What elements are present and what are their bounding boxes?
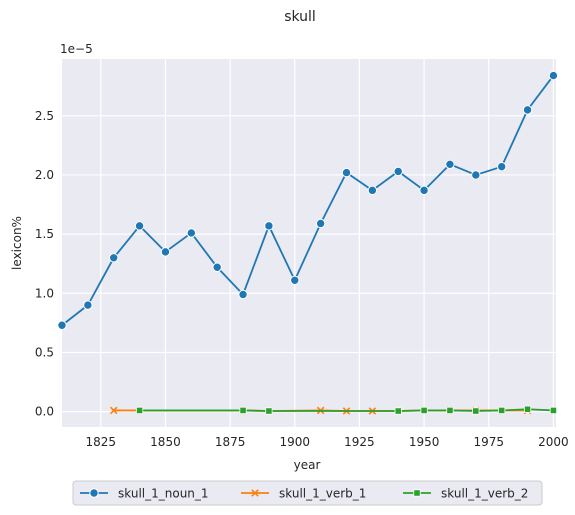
x-tick-label: 1900: [280, 435, 311, 449]
data-point: [290, 275, 300, 285]
data-point: [57, 320, 67, 330]
data-point: [238, 289, 248, 300]
y-tick-label: 0.0: [35, 405, 54, 419]
legend-label: skull_1_verb_1: [279, 487, 366, 501]
data-point: [394, 407, 402, 415]
chart-title: skull: [284, 9, 316, 25]
data-point: [393, 166, 403, 177]
data-point: [549, 406, 558, 415]
data-point: [472, 407, 480, 415]
series-layer: [57, 70, 559, 415]
data-point: [109, 406, 118, 415]
y-tick-label: 2.0: [35, 168, 54, 182]
x-axis-ticks: 1825 1850 1875 1900 1925 1950 1975 2000: [86, 435, 569, 449]
data-point: [445, 159, 455, 170]
data-point: [341, 167, 352, 178]
data-point: [315, 218, 326, 229]
data-point: [239, 406, 247, 415]
data-point: [134, 221, 145, 231]
y-tick-label: 0.5: [35, 345, 54, 359]
data-point: [446, 406, 454, 415]
data-point: [264, 221, 274, 231]
y-axis-ticks: 0.0 0.5 1.0 1.5 2.0 2.5: [35, 109, 54, 419]
x-tick-label: 1975: [473, 435, 504, 449]
x-tick-label: 1825: [86, 435, 117, 449]
y-axis-label: lexicon%: [10, 216, 24, 270]
x-tick-label: 1875: [215, 435, 246, 449]
legend-item: skull_1_verb_2: [403, 487, 528, 501]
data-point: [212, 262, 222, 272]
legend: skull_1_noun_1 skull_1_verb_1 skull_1_verb…: [72, 480, 543, 506]
legend-marker: [251, 489, 259, 497]
data-point: [109, 253, 119, 263]
series-line: [139, 408, 554, 412]
x-tick-label: 1925: [344, 435, 375, 449]
x-axis-label: year: [294, 458, 321, 472]
data-point: [419, 185, 429, 196]
legend-label: skull_1_noun_1: [118, 487, 209, 501]
legend-marker: [413, 489, 421, 497]
plot-area: [62, 59, 556, 427]
y-offset-label: 1e−5: [60, 42, 93, 56]
data-point: [548, 70, 559, 81]
y-tick-label: 1.5: [35, 227, 54, 241]
legend-item: skull_1_verb_1: [241, 487, 366, 501]
data-point: [498, 406, 506, 415]
data-point: [160, 247, 171, 257]
data-point: [135, 406, 144, 415]
legend-box: [72, 480, 543, 506]
data-point: [471, 170, 481, 180]
x-tick-label: 1950: [409, 435, 440, 449]
y-tick-label: 1.0: [35, 286, 54, 300]
x-tick-label: 1850: [150, 435, 181, 449]
legend-marker: [89, 488, 99, 498]
data-point: [522, 105, 533, 115]
x-tick-label: 2000: [538, 435, 569, 449]
legend-label: skull_1_verb_2: [441, 487, 528, 501]
legend-item: skull_1_noun_1: [80, 487, 209, 501]
y-tick-label: 2.5: [35, 109, 54, 123]
data-point: [496, 161, 507, 172]
series-skull_1_noun_1: [57, 70, 559, 330]
series-skull_1_verb_2: [135, 405, 558, 415]
data-point: [420, 406, 428, 415]
data-point: [83, 300, 93, 310]
data-point: [265, 407, 273, 415]
data-point: [523, 405, 532, 413]
data-point: [367, 185, 378, 196]
data-point: [186, 228, 197, 238]
